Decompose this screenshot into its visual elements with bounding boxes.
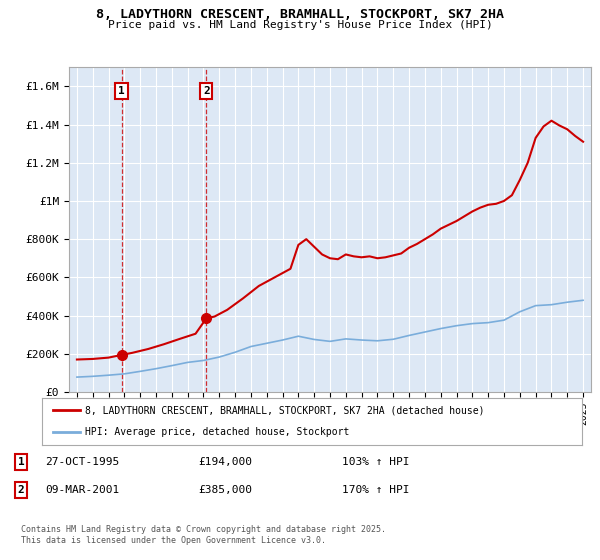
Text: 8, LADYTHORN CRESCENT, BRAMHALL, STOCKPORT, SK7 2HA: 8, LADYTHORN CRESCENT, BRAMHALL, STOCKPO… xyxy=(96,8,504,21)
Text: 2: 2 xyxy=(203,86,209,96)
Text: 103% ↑ HPI: 103% ↑ HPI xyxy=(342,457,409,467)
Text: 09-MAR-2001: 09-MAR-2001 xyxy=(45,485,119,495)
Text: 27-OCT-1995: 27-OCT-1995 xyxy=(45,457,119,467)
Text: Price paid vs. HM Land Registry's House Price Index (HPI): Price paid vs. HM Land Registry's House … xyxy=(107,20,493,30)
Text: £385,000: £385,000 xyxy=(198,485,252,495)
Text: HPI: Average price, detached house, Stockport: HPI: Average price, detached house, Stoc… xyxy=(85,427,350,437)
Text: Contains HM Land Registry data © Crown copyright and database right 2025.
This d: Contains HM Land Registry data © Crown c… xyxy=(21,525,386,545)
Text: 8, LADYTHORN CRESCENT, BRAMHALL, STOCKPORT, SK7 2HA (detached house): 8, LADYTHORN CRESCENT, BRAMHALL, STOCKPO… xyxy=(85,405,485,416)
Text: £194,000: £194,000 xyxy=(198,457,252,467)
Text: 1: 1 xyxy=(118,86,125,96)
Text: 170% ↑ HPI: 170% ↑ HPI xyxy=(342,485,409,495)
Text: 2: 2 xyxy=(17,485,25,495)
Text: 1: 1 xyxy=(17,457,25,467)
